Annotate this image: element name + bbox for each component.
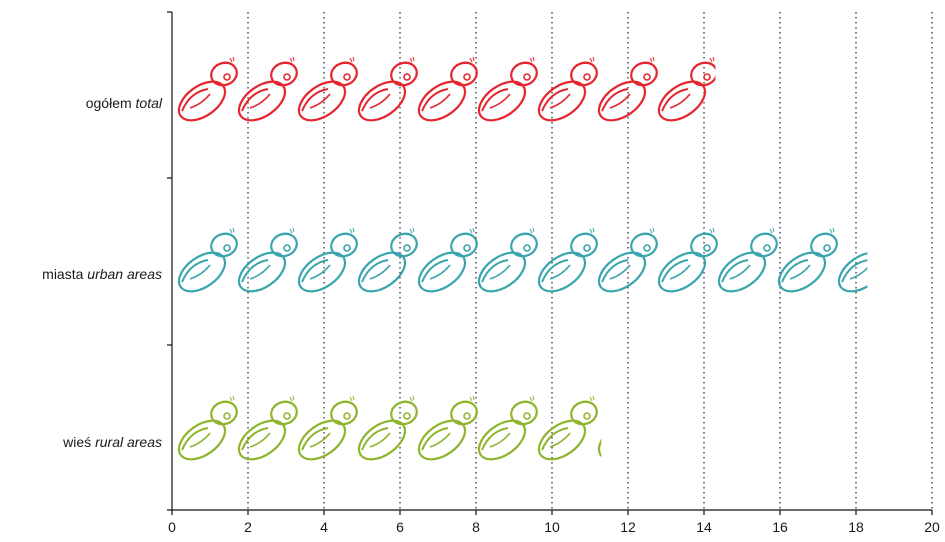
baby-icon bbox=[830, 226, 868, 301]
x-tick-label: 16 bbox=[772, 519, 788, 535]
baby-icon bbox=[710, 226, 782, 301]
baby-icon bbox=[470, 55, 542, 130]
baby-icon bbox=[710, 55, 716, 130]
x-tick-label: 2 bbox=[244, 519, 252, 535]
baby-icon bbox=[290, 394, 362, 469]
baby-icon bbox=[172, 226, 242, 301]
x-tick-label: 12 bbox=[620, 519, 636, 535]
baby-icon bbox=[590, 394, 602, 469]
baby-icon bbox=[410, 394, 482, 469]
x-tick-label: 4 bbox=[320, 519, 328, 535]
baby-icon bbox=[290, 226, 362, 301]
baby-icon bbox=[650, 55, 716, 130]
baby-icon bbox=[410, 226, 482, 301]
baby-icon bbox=[230, 394, 302, 469]
baby-icon bbox=[530, 226, 602, 301]
baby-icon bbox=[230, 55, 302, 130]
x-tick-label: 6 bbox=[396, 519, 404, 535]
baby-icon bbox=[650, 226, 722, 301]
baby-icon bbox=[172, 55, 242, 130]
baby-icon bbox=[230, 226, 302, 301]
x-tick-label: 14 bbox=[696, 519, 712, 535]
category-label: wieś rural areas bbox=[62, 434, 162, 450]
baby-icon bbox=[172, 394, 242, 469]
baby-icon bbox=[350, 226, 422, 301]
x-tick-label: 18 bbox=[848, 519, 864, 535]
bar-rural-areas bbox=[172, 394, 602, 469]
x-tick-label: 20 bbox=[924, 519, 940, 535]
baby-icon bbox=[530, 394, 602, 469]
bar-urban-areas bbox=[172, 226, 868, 301]
baby-icon bbox=[290, 55, 362, 130]
x-tick-label: 10 bbox=[544, 519, 560, 535]
category-label: miasta urban areas bbox=[42, 266, 162, 282]
baby-icon bbox=[590, 226, 662, 301]
category-label: ogółem total bbox=[86, 95, 163, 111]
baby-icon bbox=[470, 226, 542, 301]
baby-icon bbox=[350, 55, 422, 130]
baby-icon bbox=[530, 55, 602, 130]
baby-icon bbox=[350, 394, 422, 469]
x-tick-label: 8 bbox=[472, 519, 480, 535]
baby-icon bbox=[470, 394, 542, 469]
baby-icon bbox=[410, 55, 482, 130]
baby-icon bbox=[770, 226, 842, 301]
x-tick-label: 0 bbox=[168, 519, 176, 535]
baby-icon bbox=[590, 55, 662, 130]
